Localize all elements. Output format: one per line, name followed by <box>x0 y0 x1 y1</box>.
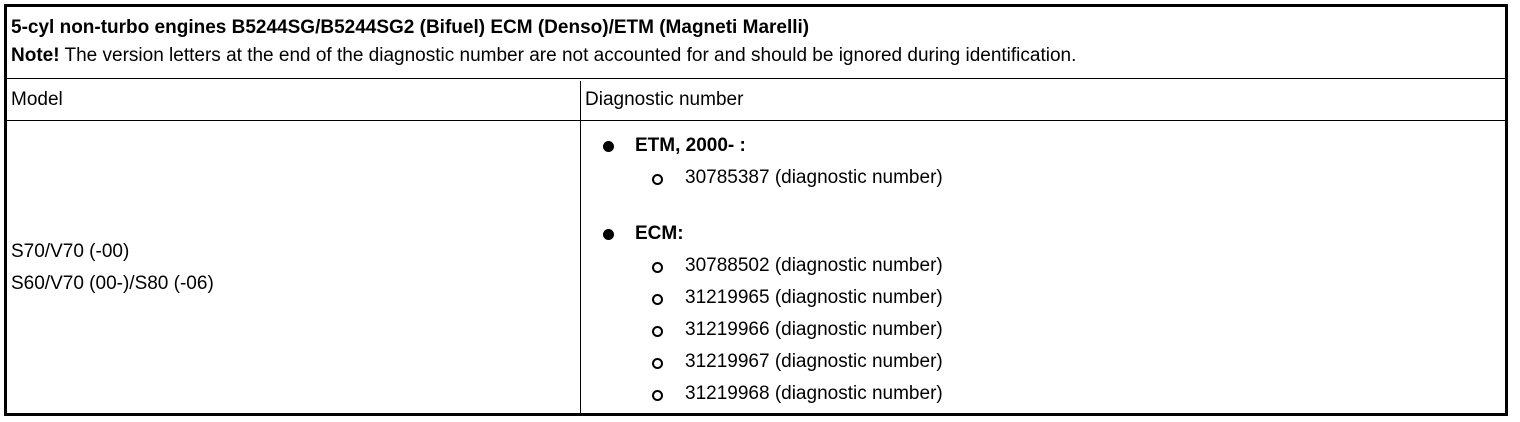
list-item: 30788502 (diagnostic number) <box>685 255 943 276</box>
column-header-model: Model <box>11 89 63 110</box>
note: Note! The version letters at the end of … <box>11 45 1076 67</box>
diagnostic-table: 5-cyl non-turbo engines B5244SG/B5244SG2… <box>4 4 1508 416</box>
column-divider <box>580 81 581 413</box>
circle-bullet-icon <box>652 294 663 305</box>
circle-bullet-icon <box>652 358 663 369</box>
circle-bullet-icon <box>652 262 663 273</box>
model-cell: S70/V70 (-00) <box>11 241 130 262</box>
divider <box>7 78 1505 79</box>
bullet-icon <box>603 229 614 240</box>
list-item: 31219967 (diagnostic number) <box>685 351 943 372</box>
model-cell: S60/V70 (00-)/S80 (-06) <box>11 273 214 294</box>
table-title: 5-cyl non-turbo engines B5244SG/B5244SG2… <box>11 17 810 38</box>
circle-bullet-icon <box>652 326 663 337</box>
circle-bullet-icon <box>652 390 663 401</box>
note-label: Note! <box>11 45 60 66</box>
divider <box>7 120 1505 121</box>
group-label-etm: ETM, 2000- : <box>635 135 746 156</box>
list-item: 31219968 (diagnostic number) <box>685 383 943 404</box>
list-item: 31219966 (diagnostic number) <box>685 319 943 340</box>
bullet-icon <box>603 141 614 152</box>
list-item: 30785387 (diagnostic number) <box>685 167 943 188</box>
list-item: 31219965 (diagnostic number) <box>685 287 943 308</box>
note-text: The version letters at the end of the di… <box>59 45 1077 66</box>
group-label-ecm: ECM: <box>635 223 684 244</box>
column-header-diagnostic-number: Diagnostic number <box>585 89 744 110</box>
circle-bullet-icon <box>652 174 663 185</box>
